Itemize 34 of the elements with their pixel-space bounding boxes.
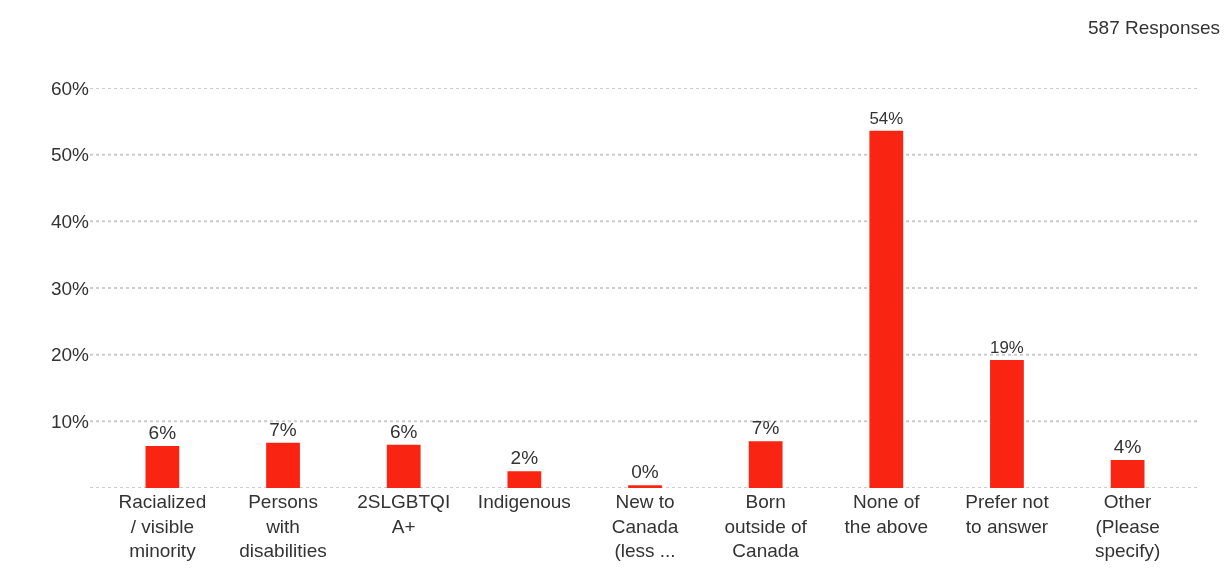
x-tick-label: Born outside of Canada xyxy=(724,491,808,562)
x-tick-label: New to Canada (less ... xyxy=(611,491,679,562)
x-tick-label: Racialized / visible minority xyxy=(118,491,207,562)
bar xyxy=(266,442,300,488)
bar xyxy=(386,444,421,488)
y-tick-label: 40% xyxy=(50,210,90,232)
bar xyxy=(1110,460,1145,488)
data-label: 19% xyxy=(990,338,1024,358)
bar xyxy=(748,441,783,488)
text: 587 Responses xyxy=(1088,17,1221,38)
data-label: 7% xyxy=(269,418,297,440)
y-tick-label: 20% xyxy=(50,344,90,366)
bar xyxy=(869,130,904,488)
data-label: 54% xyxy=(869,109,904,129)
x-tick-label: Indigenous xyxy=(477,491,571,512)
bar xyxy=(628,485,662,488)
data-label: 0% xyxy=(631,461,659,483)
bar xyxy=(145,446,180,488)
y-tick-label: 10% xyxy=(50,410,90,432)
data-label: 6% xyxy=(148,422,177,443)
x-tick-label: Persons with disabilities xyxy=(239,491,327,562)
bar xyxy=(990,360,1024,488)
data-label: 2% xyxy=(510,447,539,469)
data-label: 6% xyxy=(389,420,418,442)
data-label: 4% xyxy=(1113,436,1142,457)
bar xyxy=(507,471,542,488)
x-tick-label: Prefer not to answer xyxy=(965,491,1050,537)
y-tick-label: 50% xyxy=(50,144,90,166)
x-tick-label: Other (Please specify) xyxy=(1094,491,1161,562)
y-tick-label: 60% xyxy=(50,77,90,99)
x-tick-label: None of the above xyxy=(844,491,929,537)
y-tick-label: 30% xyxy=(50,277,90,299)
x-tick-label: 2SLGBTQI A+ xyxy=(357,491,451,537)
data-label: 7% xyxy=(751,417,780,439)
